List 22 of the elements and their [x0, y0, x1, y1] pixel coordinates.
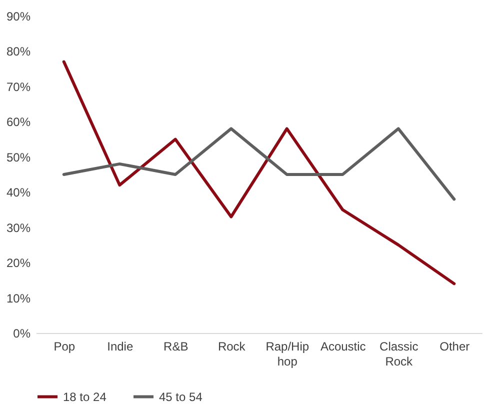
x-tick-label: R&B: [164, 340, 188, 354]
legend-label: 45 to 54: [159, 390, 203, 404]
y-tick-label: 20%: [6, 256, 31, 270]
x-tick-label: Rock: [218, 340, 246, 354]
x-tick-label: Other: [440, 340, 470, 354]
y-tick-label: 0%: [13, 326, 31, 340]
x-tick-label: Pop: [54, 340, 76, 354]
x-tick-label: Acoustic: [320, 340, 366, 354]
x-tick-label: Indie: [107, 340, 134, 354]
y-tick-label: 70%: [6, 80, 31, 94]
y-tick-label: 40%: [6, 186, 31, 200]
y-tick-label: 50%: [6, 150, 31, 164]
y-tick-label: 90%: [6, 10, 31, 24]
y-tick-label: 10%: [6, 291, 31, 306]
line-series: [62, 60, 456, 286]
y-tick-label: 30%: [6, 220, 31, 235]
legend-label: 18 to 24: [63, 390, 107, 404]
y-tick-label: 80%: [6, 44, 31, 59]
x-tick-label: Rap/Hip hop: [266, 340, 310, 368]
y-tick-label: 60%: [6, 115, 31, 130]
line-series: [62, 127, 456, 201]
x-tick-label: Classic Rock: [380, 340, 418, 368]
